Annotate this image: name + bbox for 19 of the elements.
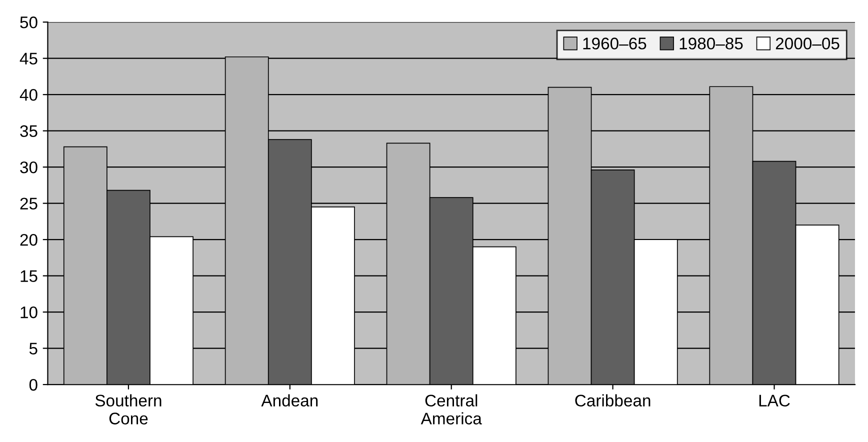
y-tick-label: 35 <box>20 125 38 138</box>
y-tick-label: 20 <box>20 234 38 246</box>
x-tick-label: LAC <box>759 394 790 407</box>
y-tick-label: 0 <box>29 378 38 391</box>
y-tick-label: 25 <box>20 198 38 210</box>
legend-label: 1980–85 <box>680 38 743 50</box>
legend-label: 1960–65 <box>583 38 646 50</box>
y-tick-label: 30 <box>20 161 38 174</box>
x-tick-label: Caribbean <box>575 394 650 407</box>
y-tick-label: 40 <box>20 88 38 101</box>
x-tick-label: Central America <box>420 394 482 424</box>
y-tick-label: 45 <box>20 52 38 65</box>
y-tick-label: 5 <box>29 342 38 354</box>
x-tick-label: Southern Cone <box>95 394 162 424</box>
legend-label: 2000–05 <box>776 38 840 50</box>
y-tick-label: 50 <box>20 16 38 28</box>
y-tick-label: 10 <box>20 306 38 318</box>
y-tick-label: 15 <box>20 270 38 282</box>
x-tick-label: Andean <box>261 394 318 407</box>
